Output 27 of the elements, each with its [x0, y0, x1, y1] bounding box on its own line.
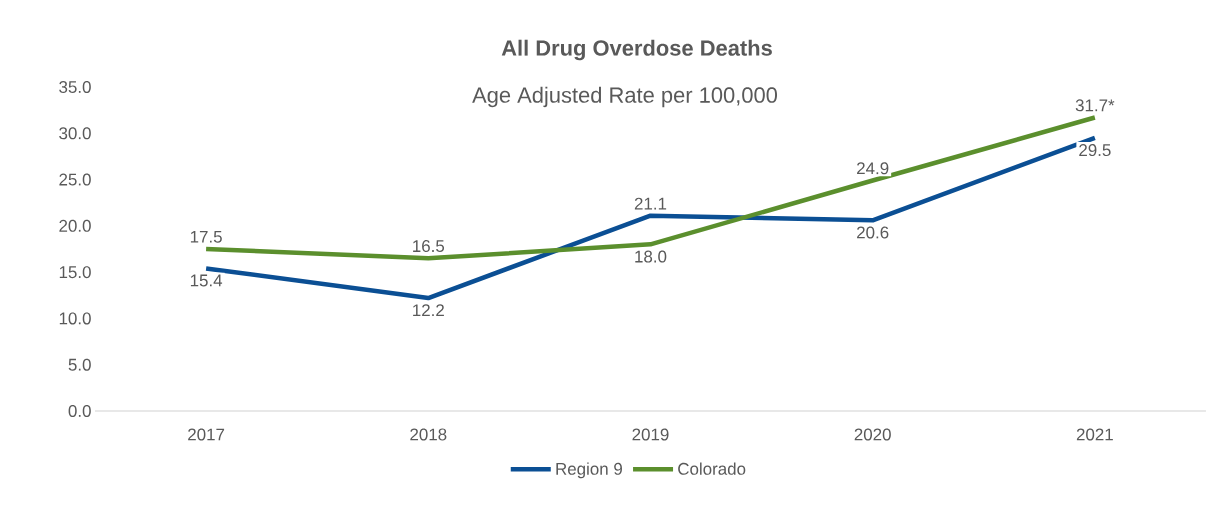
data-label: 31.7*: [1075, 99, 1115, 112]
legend-label: Region 9: [556, 462, 622, 479]
data-label: 29.5: [1079, 144, 1111, 157]
y-tick-label: 15.0: [59, 266, 91, 279]
data-label: 16.5: [413, 240, 445, 253]
legend-label: Colorado: [678, 462, 746, 475]
x-tick-label: 2017: [188, 428, 225, 441]
x-tick-label: 2021: [1076, 428, 1113, 441]
x-tick-label: 2018: [410, 428, 447, 441]
y-tick-label: 20.0: [59, 219, 91, 232]
y-tick-label: 10.0: [59, 312, 91, 325]
data-label: 12.2: [413, 304, 444, 317]
y-tick-label: 35.0: [59, 80, 91, 93]
data-label: 15.4: [190, 274, 223, 287]
data-label: 18.0: [635, 250, 667, 263]
x-tick-label: 2019: [632, 428, 669, 441]
chart-subtitle: Age Adjusted Rate per 100,000: [472, 86, 778, 108]
y-tick-label: 25.0: [59, 173, 91, 186]
data-label: 17.5: [190, 230, 222, 243]
chart-title: All Drug Overdose Deaths: [501, 39, 772, 61]
data-label: 20.6: [857, 226, 889, 239]
y-tick-label: 30.0: [59, 127, 91, 140]
data-label: 24.9: [857, 162, 889, 175]
y-tick-label: 0.0: [68, 404, 91, 417]
data-label: 21.1: [634, 197, 667, 210]
x-tick-label: 2020: [854, 428, 891, 441]
y-tick-label: 5.0: [68, 358, 91, 371]
